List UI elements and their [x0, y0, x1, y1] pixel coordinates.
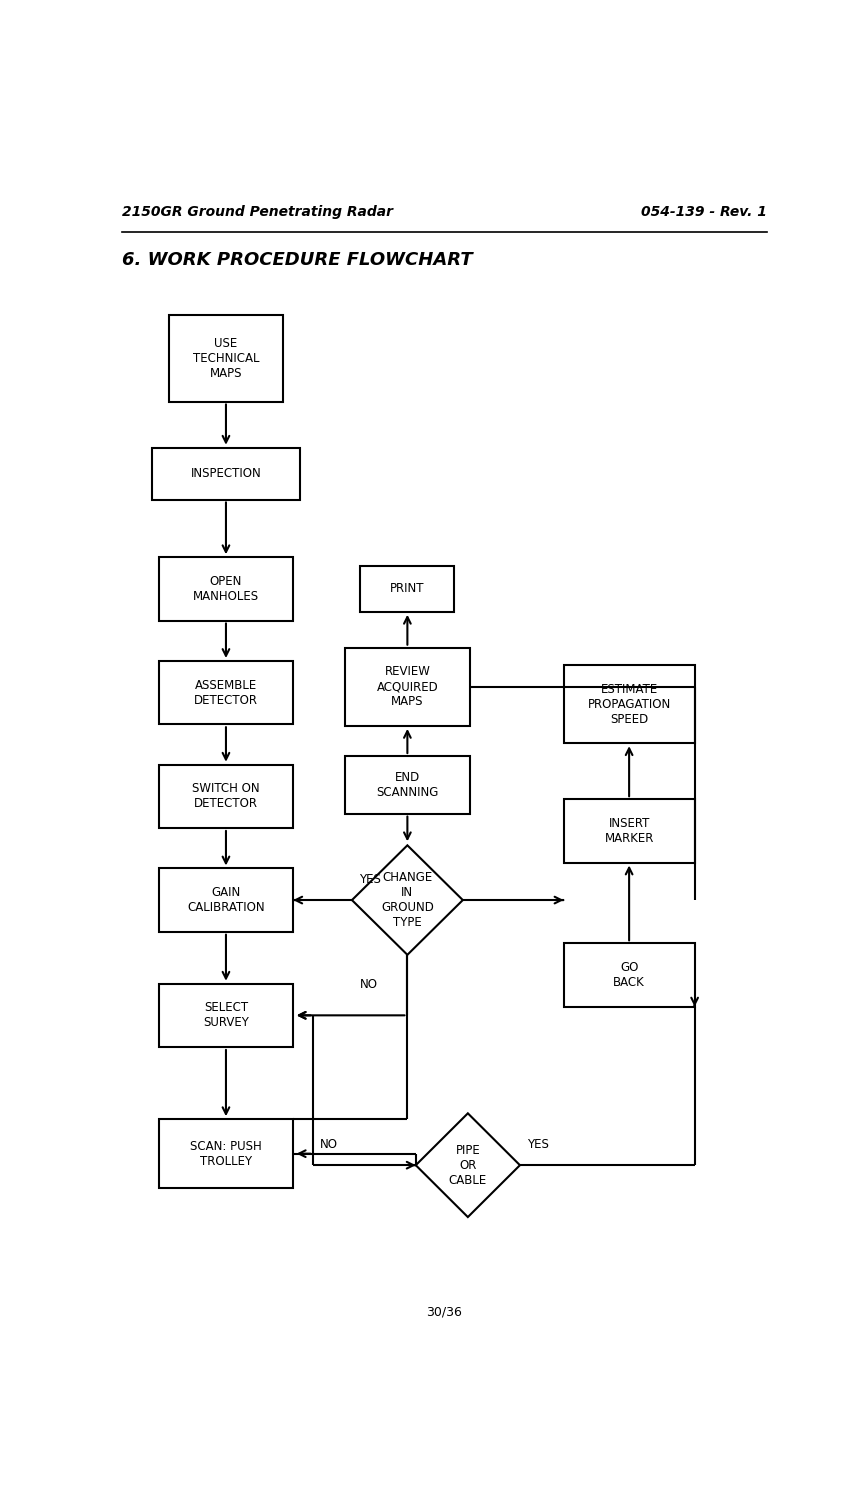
Text: SELECT
SURVEY: SELECT SURVEY: [203, 1001, 249, 1030]
Bar: [564, 665, 694, 744]
Text: OPEN
MANHOLES: OPEN MANHOLES: [192, 575, 259, 603]
Text: 6. WORK PROCEDURE FLOWCHART: 6. WORK PROCEDURE FLOWCHART: [121, 251, 473, 269]
Bar: [564, 799, 694, 862]
Bar: [159, 557, 293, 621]
Polygon shape: [416, 1114, 520, 1217]
Bar: [361, 566, 454, 612]
Text: NO: NO: [361, 978, 378, 991]
Bar: [159, 868, 293, 931]
Bar: [564, 943, 694, 1006]
Bar: [159, 765, 293, 828]
Text: INSPECTION: INSPECTION: [191, 467, 261, 481]
Bar: [152, 448, 300, 500]
Text: END
SCANNING: END SCANNING: [376, 771, 439, 799]
Bar: [169, 314, 284, 401]
Text: 30/36: 30/36: [427, 1305, 462, 1317]
Text: PRINT: PRINT: [390, 582, 425, 596]
Bar: [345, 648, 470, 726]
Text: YES: YES: [526, 1138, 549, 1151]
Polygon shape: [352, 846, 463, 955]
Text: ESTIMATE
PROPAGATION
SPEED: ESTIMATE PROPAGATION SPEED: [588, 683, 671, 726]
Text: GO
BACK: GO BACK: [613, 961, 645, 990]
Text: SCAN: PUSH
TROLLEY: SCAN: PUSH TROLLEY: [190, 1139, 262, 1168]
Text: USE
TECHNICAL
MAPS: USE TECHNICAL MAPS: [192, 337, 259, 380]
Text: 054-139 - Rev. 1: 054-139 - Rev. 1: [641, 205, 767, 219]
Text: 2150GR Ground Penetrating Radar: 2150GR Ground Penetrating Radar: [121, 205, 393, 219]
Bar: [159, 984, 293, 1046]
Text: CHANGE
IN
GROUND
TYPE: CHANGE IN GROUND TYPE: [381, 871, 434, 930]
Text: REVIEW
ACQUIRED
MAPS: REVIEW ACQUIRED MAPS: [376, 665, 438, 708]
Text: ASSEMBLE
DETECTOR: ASSEMBLE DETECTOR: [194, 678, 258, 707]
Text: PIPE
OR
CABLE: PIPE OR CABLE: [449, 1144, 487, 1187]
Bar: [159, 660, 293, 725]
Text: SWITCH ON
DETECTOR: SWITCH ON DETECTOR: [192, 783, 260, 810]
Text: GAIN
CALIBRATION: GAIN CALIBRATION: [187, 886, 264, 915]
Bar: [345, 756, 470, 814]
Text: NO: NO: [320, 1138, 338, 1151]
Text: YES: YES: [359, 873, 381, 886]
Bar: [159, 1120, 293, 1189]
Text: INSERT
MARKER: INSERT MARKER: [604, 817, 654, 844]
